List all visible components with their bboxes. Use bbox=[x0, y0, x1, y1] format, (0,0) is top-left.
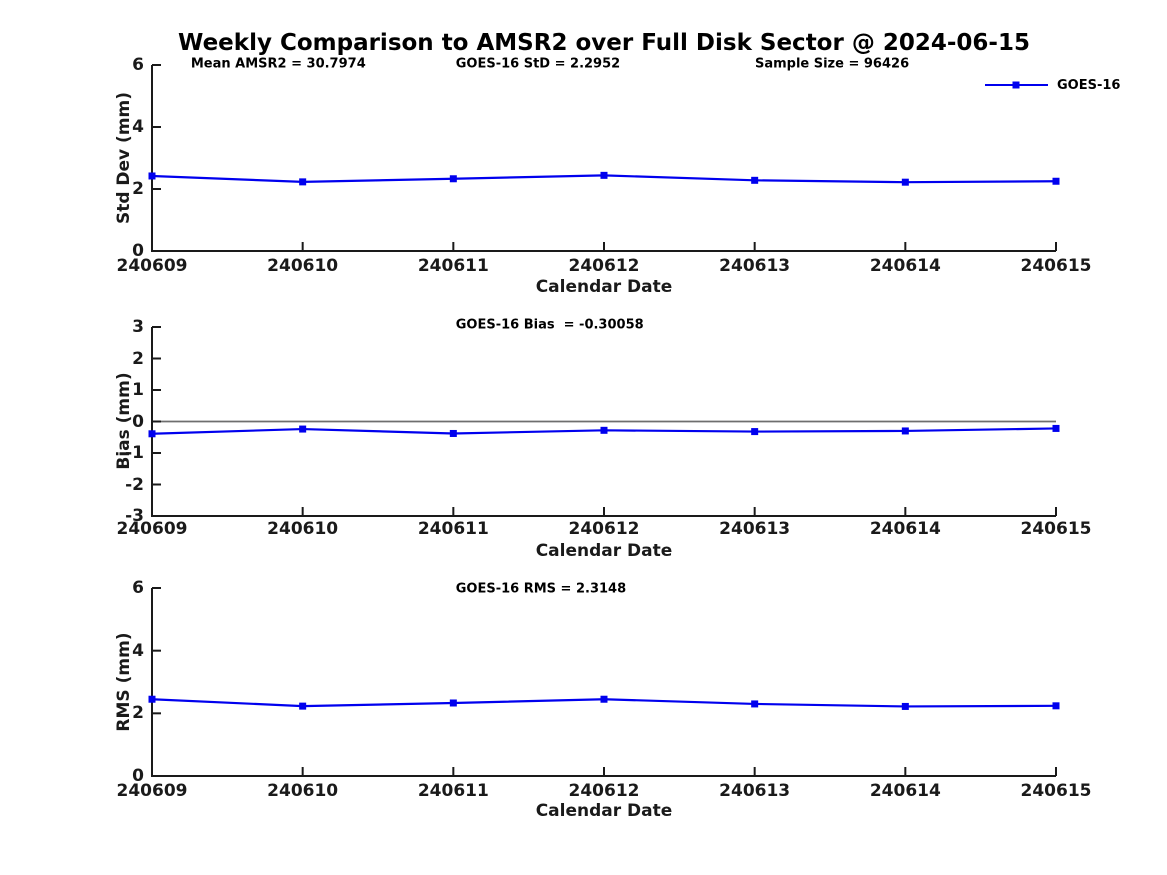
std-dev-panel-data-marker bbox=[148, 172, 156, 180]
bias-panel-y-tick-label: 0 bbox=[132, 411, 144, 432]
std-dev-panel-y-axis-title: Std Dev (mm) bbox=[114, 91, 134, 225]
bias-panel-y-tick-label: 3 bbox=[132, 317, 144, 337]
std-dev-panel-annotation: Sample Size = 96426 bbox=[754, 56, 910, 72]
std-dev-panel-x-tick-label: 240610 bbox=[267, 256, 339, 276]
std-dev-panel-data-marker bbox=[449, 175, 457, 183]
rms-panel-y-tick-label: 0 bbox=[132, 766, 144, 786]
bias-panel-x-tick-label: 240610 bbox=[267, 519, 339, 539]
rms-panel-x-tick-label: 240612 bbox=[568, 781, 640, 801]
rms-panel-y-tick-label: 2 bbox=[132, 703, 144, 724]
rms-panel-y-axis-title: RMS (mm) bbox=[114, 632, 134, 732]
std-dev-panel-data-marker bbox=[751, 176, 759, 184]
rms-panel-data-marker bbox=[901, 702, 909, 710]
bias-panel-y-tick-label: 1 bbox=[132, 380, 144, 400]
bias-panel-data-marker bbox=[901, 427, 909, 435]
rms-panel-y-tick-label: 4 bbox=[132, 640, 144, 661]
rms-panel-y-tick-label: 6 bbox=[132, 578, 144, 598]
std-dev-panel-data-marker bbox=[600, 171, 608, 179]
bias-panel-y-tick-label: -1 bbox=[125, 443, 144, 463]
rms-panel-data-marker bbox=[449, 699, 457, 707]
rms-panel-data-marker bbox=[1052, 702, 1060, 710]
bias-panel-y-tick-label: -3 bbox=[125, 506, 144, 526]
bias-panel-x-axis-title: Calendar Date bbox=[535, 541, 673, 561]
rms-panel-data-marker bbox=[299, 702, 307, 710]
bias-panel-x-tick-label: 240609 bbox=[116, 519, 188, 539]
bias-panel-data-marker bbox=[148, 430, 156, 438]
std-dev-panel-data-marker bbox=[299, 178, 307, 186]
std-dev-panel-x-axis-title: Calendar Date bbox=[535, 277, 673, 297]
legend: GOES-16 bbox=[985, 77, 1121, 93]
std-dev-panel-x-tick-label: 240614 bbox=[869, 256, 941, 276]
rms-panel-data-marker bbox=[600, 695, 608, 703]
bias-panel-x-tick-label: 240615 bbox=[1020, 519, 1092, 539]
bias-panel-x-tick-label: 240612 bbox=[568, 519, 640, 539]
bias-panel-data-marker bbox=[600, 426, 608, 434]
bias-panel-annotation: GOES-16 Bias = -0.30058 bbox=[455, 317, 644, 333]
bias-panel-data-marker bbox=[1052, 424, 1060, 432]
rms-panel-x-axis-title: Calendar Date bbox=[535, 801, 673, 821]
std-dev-panel-y-tick-label: 6 bbox=[132, 55, 144, 75]
bias-panel-y-tick-label: -2 bbox=[125, 474, 144, 495]
std-dev-panel-x-tick-label: 240615 bbox=[1020, 256, 1092, 276]
rms-panel-x-tick-label: 240611 bbox=[417, 781, 489, 801]
bias-panel-y-axis-title: Bias (mm) bbox=[114, 372, 134, 470]
rms-panel-data-marker bbox=[148, 695, 156, 703]
std-dev-panel-data-marker bbox=[901, 178, 909, 186]
bias-panel-x-tick-label: 240613 bbox=[719, 519, 791, 539]
std-dev-panel-y-tick-label: 2 bbox=[132, 179, 144, 199]
rms-panel-x-tick-label: 240615 bbox=[1020, 781, 1092, 801]
std-dev-panel-annotation: GOES-16 StD = 2.2952 bbox=[455, 56, 621, 72]
std-dev-panel-x-tick-label: 240611 bbox=[417, 256, 489, 276]
rms-panel-x-tick-label: 240613 bbox=[719, 781, 791, 801]
std-dev-panel-x-tick-label: 240609 bbox=[116, 256, 188, 276]
std-dev-panel-x-tick-label: 240613 bbox=[719, 256, 791, 276]
bias-panel-data-marker bbox=[449, 429, 457, 437]
figure-title: Weekly Comparison to AMSR2 over Full Dis… bbox=[178, 30, 1030, 56]
rms-panel-x-tick-label: 240609 bbox=[116, 781, 188, 801]
std-dev-panel-x-tick-label: 240612 bbox=[568, 256, 640, 276]
rms-panel-data-marker bbox=[751, 700, 759, 708]
rms-panel-annotation: GOES-16 RMS = 2.3148 bbox=[455, 581, 627, 597]
rms-panel-x-tick-label: 240610 bbox=[267, 781, 339, 801]
legend-label: GOES-16 bbox=[1057, 77, 1121, 93]
bias-panel-x-tick-label: 240611 bbox=[417, 519, 489, 539]
bias-panel-x-tick-label: 240614 bbox=[869, 519, 941, 539]
bias-panel-data-marker bbox=[299, 425, 307, 433]
std-dev-panel-y-tick-label: 4 bbox=[132, 117, 144, 137]
std-dev-panel-data-marker bbox=[1052, 177, 1060, 185]
std-dev-panel-annotation: Mean AMSR2 = 30.7974 bbox=[190, 56, 366, 72]
legend-line-marker-icon bbox=[985, 81, 1048, 89]
std-dev-panel-y-tick-label: 0 bbox=[132, 241, 144, 261]
bias-panel-y-tick-label: 2 bbox=[132, 348, 144, 369]
rms-panel-x-tick-label: 240614 bbox=[869, 781, 941, 801]
bias-panel-data-marker bbox=[751, 428, 759, 436]
